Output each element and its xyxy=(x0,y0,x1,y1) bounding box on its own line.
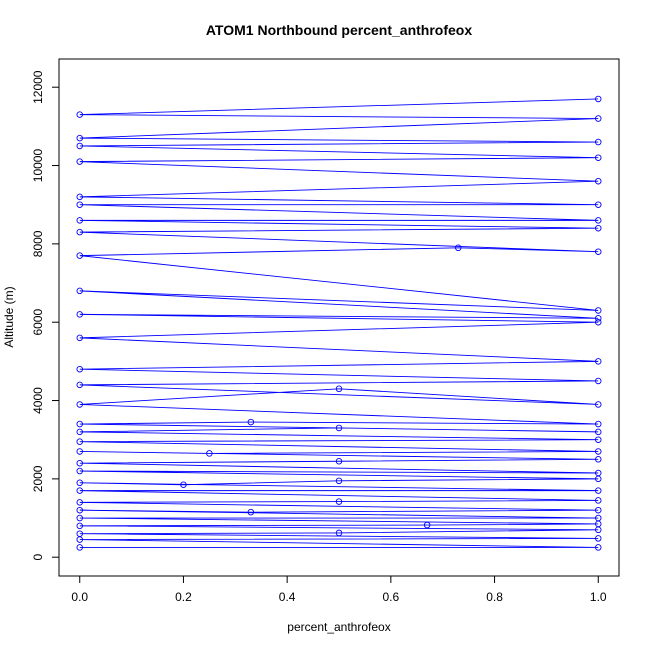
data-point xyxy=(595,177,602,185)
data-point xyxy=(595,138,602,146)
data-point xyxy=(76,487,83,494)
data-point xyxy=(76,499,83,506)
data-point xyxy=(595,224,602,232)
data-point xyxy=(76,217,83,224)
y-tick-label: 12000 xyxy=(31,70,45,104)
data-point xyxy=(76,287,83,295)
data-point xyxy=(76,381,83,389)
x-tick-label: 0.2 xyxy=(175,590,192,604)
data-point xyxy=(595,201,602,208)
series-line xyxy=(79,98,599,548)
data-point xyxy=(595,514,602,522)
data-point xyxy=(595,448,602,455)
data-point xyxy=(595,535,602,542)
data-point xyxy=(76,201,83,208)
data-layer xyxy=(76,95,602,551)
data-point xyxy=(595,544,602,551)
data-point xyxy=(247,508,255,516)
data-point xyxy=(76,530,83,537)
y-tick-label: 8000 xyxy=(31,230,45,257)
data-point xyxy=(595,401,602,408)
data-point xyxy=(76,158,83,165)
data-point xyxy=(76,193,83,201)
data-point xyxy=(76,479,83,487)
data-point xyxy=(595,506,602,514)
data-point xyxy=(595,154,602,161)
data-point xyxy=(595,469,602,477)
data-point xyxy=(76,428,83,436)
data-point xyxy=(76,311,83,318)
data-point xyxy=(455,244,462,252)
y-axis: 0 2000 4000 6000 8000 10000 12000 xyxy=(31,70,60,561)
data-point xyxy=(595,420,602,428)
y-tick-label: 0 xyxy=(31,554,45,561)
data-point xyxy=(335,457,343,465)
data-point xyxy=(76,111,83,118)
y-tick-label: 10000 xyxy=(31,149,45,183)
data-point xyxy=(76,252,83,259)
x-tick-label: 1.0 xyxy=(590,590,607,604)
data-point xyxy=(595,115,602,122)
data-point xyxy=(335,385,343,393)
data-point xyxy=(76,142,83,150)
x-axis-label: percent_anthrofeox xyxy=(287,620,390,634)
y-tick-label: 4000 xyxy=(31,387,45,414)
data-point xyxy=(76,514,83,522)
data-point xyxy=(76,228,83,236)
data-point xyxy=(206,450,213,457)
data-point xyxy=(76,420,83,428)
y-tick-label: 2000 xyxy=(31,465,45,492)
data-point xyxy=(595,436,602,443)
data-point xyxy=(595,217,602,224)
data-point xyxy=(595,248,602,255)
x-tick-label: 0.6 xyxy=(383,590,400,604)
y-axis-label: Altitude (m) xyxy=(2,286,16,347)
data-point xyxy=(76,334,83,342)
data-point xyxy=(595,456,602,463)
chart-title: ATOM1 Northbound percent_anthrofeox xyxy=(206,22,472,38)
data-point xyxy=(335,477,343,485)
data-point xyxy=(180,481,187,488)
data-point xyxy=(76,467,83,475)
data-point xyxy=(595,95,602,103)
data-point xyxy=(76,459,83,467)
data-point xyxy=(335,498,343,505)
data-point xyxy=(423,521,431,529)
data-point xyxy=(335,424,343,432)
data-point xyxy=(76,522,83,530)
data-point xyxy=(76,544,83,551)
data-point xyxy=(335,529,343,537)
data-point xyxy=(247,418,255,426)
data-point xyxy=(595,315,602,322)
x-axis: 0.0 0.2 0.4 0.6 0.8 1.0 xyxy=(71,575,607,604)
x-tick-label: 0.8 xyxy=(486,590,503,604)
data-point xyxy=(76,365,83,373)
data-point xyxy=(595,487,602,494)
data-point xyxy=(595,428,602,436)
data-point xyxy=(76,448,83,455)
data-point xyxy=(595,307,602,314)
data-point xyxy=(595,358,602,365)
data-point xyxy=(76,438,83,445)
x-tick-label: 0.0 xyxy=(71,590,88,604)
y-tick-label: 6000 xyxy=(31,309,45,336)
data-point xyxy=(595,377,602,385)
x-tick-label: 0.4 xyxy=(279,590,296,604)
data-point xyxy=(76,401,83,408)
data-point xyxy=(595,497,602,504)
data-point xyxy=(76,506,83,514)
data-point xyxy=(76,134,83,142)
data-point xyxy=(595,318,602,326)
